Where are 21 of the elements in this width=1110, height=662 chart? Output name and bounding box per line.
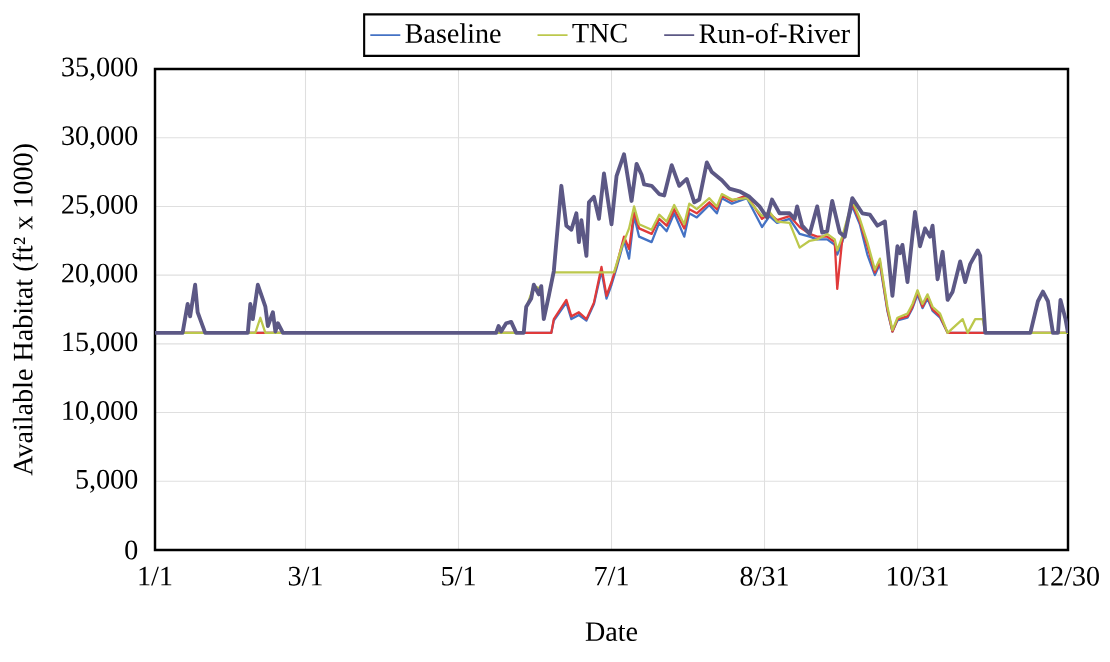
y-tick-label: 10,000 (63, 401, 138, 425)
x-tick-label: 12/30 (1038, 566, 1099, 586)
y-tick-label: 0 (125, 540, 138, 560)
y-axis-title: Available Habitat (ft² x 1000) (12, 144, 39, 476)
legend-label: Baseline (405, 23, 501, 44)
y-tick-label: 5,000 (76, 469, 138, 493)
legend-label: TNC (572, 23, 627, 43)
y-tick-label: 25,000 (62, 194, 138, 218)
y-tick-label: 30,000 (62, 126, 138, 150)
y-tick-label: 35,000 (62, 57, 138, 81)
x-axis-title: Date (585, 622, 638, 642)
x-tick-label: 5/1 (442, 566, 475, 586)
x-tick-label: 10/31 (887, 566, 948, 586)
y-tick-label: 15,000 (63, 332, 138, 356)
line-series (155, 152, 1068, 335)
legend-label: Run-of-River (699, 23, 850, 44)
x-tick-label: 3/1 (288, 566, 322, 586)
x-tick-label: 1/1 (139, 566, 172, 586)
y-tick-label: 20,000 (62, 263, 138, 287)
x-tick-label: 8/31 (740, 566, 788, 586)
x-tick-label: 7/1 (595, 566, 628, 586)
